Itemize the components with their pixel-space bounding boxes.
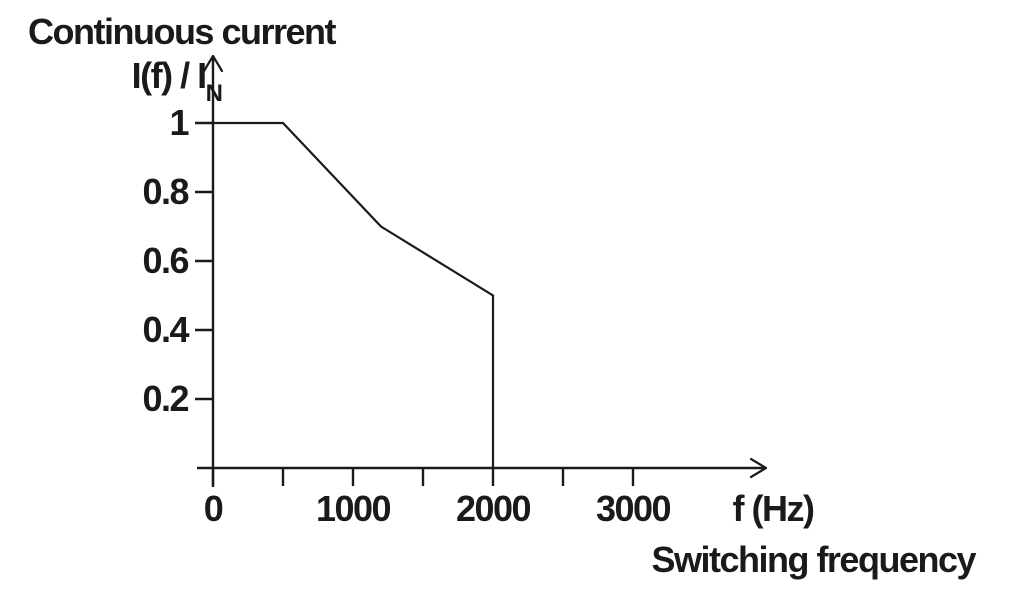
x-axis-caption: Switching frequency xyxy=(651,539,976,580)
y-tick-label: 1 xyxy=(169,102,189,143)
chart-title: Continuous current xyxy=(28,11,336,52)
y-tick-label: 0.2 xyxy=(142,378,188,419)
x-tick-label: 0 xyxy=(204,488,223,529)
x-axis-arrow-icon xyxy=(749,457,768,479)
y-axis-label-subscript: N xyxy=(206,80,222,107)
x-axis-unit-label: f (Hz) xyxy=(733,488,814,529)
x-tick-label: 2000 xyxy=(456,488,531,529)
y-tick-label: 0.4 xyxy=(142,309,189,350)
derating-curve xyxy=(213,121,495,468)
x-tick-label: 1000 xyxy=(316,488,391,529)
y-tick-label: 0.8 xyxy=(142,171,188,212)
y-axis-label-main: I(f) / I xyxy=(132,55,206,96)
y-axis-ticks: 1 0.8 0.6 0.4 0.2 xyxy=(142,102,213,419)
x-axis-ticks: 0 1000 2000 3000 xyxy=(204,468,672,529)
y-axis-arrow-icon xyxy=(202,54,224,73)
y-axis-label: I(f) / IN xyxy=(132,55,222,107)
x-tick-label: 3000 xyxy=(596,488,671,529)
y-tick-label: 0.6 xyxy=(142,240,188,281)
